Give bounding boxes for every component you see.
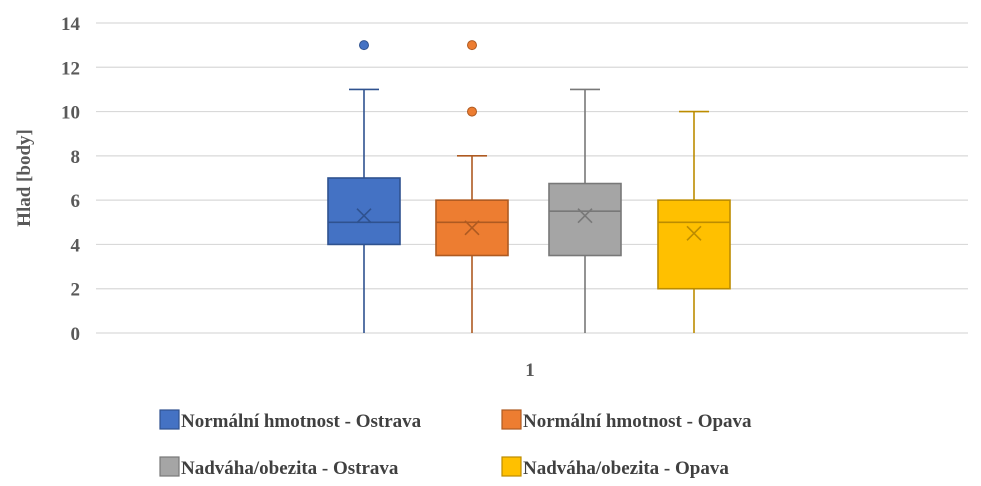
legend-label: Nadváha/obezita - Opava [523,458,729,479]
box-1 [327,40,401,333]
box-3 [548,88,622,333]
mean-marker-b [686,225,702,241]
outlier-point [359,40,369,51]
x-axis-category-label: 1 [525,360,535,381]
box-iqr [657,199,731,290]
legend-label: Nadváha/obezita - Ostrava [181,458,399,479]
outlier-point [467,40,477,51]
outlier-point [467,106,477,117]
legend-item-4: Nadváha/obezita - Opava [501,456,729,479]
mean-marker-b [464,220,480,236]
mean-marker-b [356,208,372,224]
box-2 [435,40,509,333]
y-axis-title: Hlad [body] [14,129,35,227]
y-tick-label: 8 [71,147,81,168]
y-axis-ticks: 0 2 4 6 8 10 12 14 [61,14,81,345]
y-tick-label: 2 [71,280,81,301]
legend-swatch [159,409,180,430]
legend-swatch [501,456,522,477]
legend-item-2: Normální hmotnost - Opava [501,409,752,432]
legend-swatch [501,409,522,430]
mean-marker-b [577,208,593,224]
y-tick-label: 10 [61,103,80,124]
y-tick-label: 14 [61,14,81,35]
box-4 [657,110,731,333]
box-series [327,40,731,333]
y-tick-label: 6 [71,191,81,212]
y-tick-label: 0 [71,324,81,345]
legend-label: Normální hmotnost - Opava [523,411,752,432]
legend-item-1: Normální hmotnost - Ostrava [159,409,422,432]
legend-item-3: Nadváha/obezita - Ostrava [159,456,399,479]
legend: Normální hmotnost - Ostrava Normální hmot… [159,409,752,479]
box-iqr [327,177,401,246]
y-tick-label: 12 [61,58,80,79]
box-iqr [548,182,622,257]
legend-swatch [159,456,180,477]
gridlines [96,22,968,290]
legend-label: Normální hmotnost - Ostrava [181,411,422,432]
y-tick-label: 4 [71,235,81,256]
